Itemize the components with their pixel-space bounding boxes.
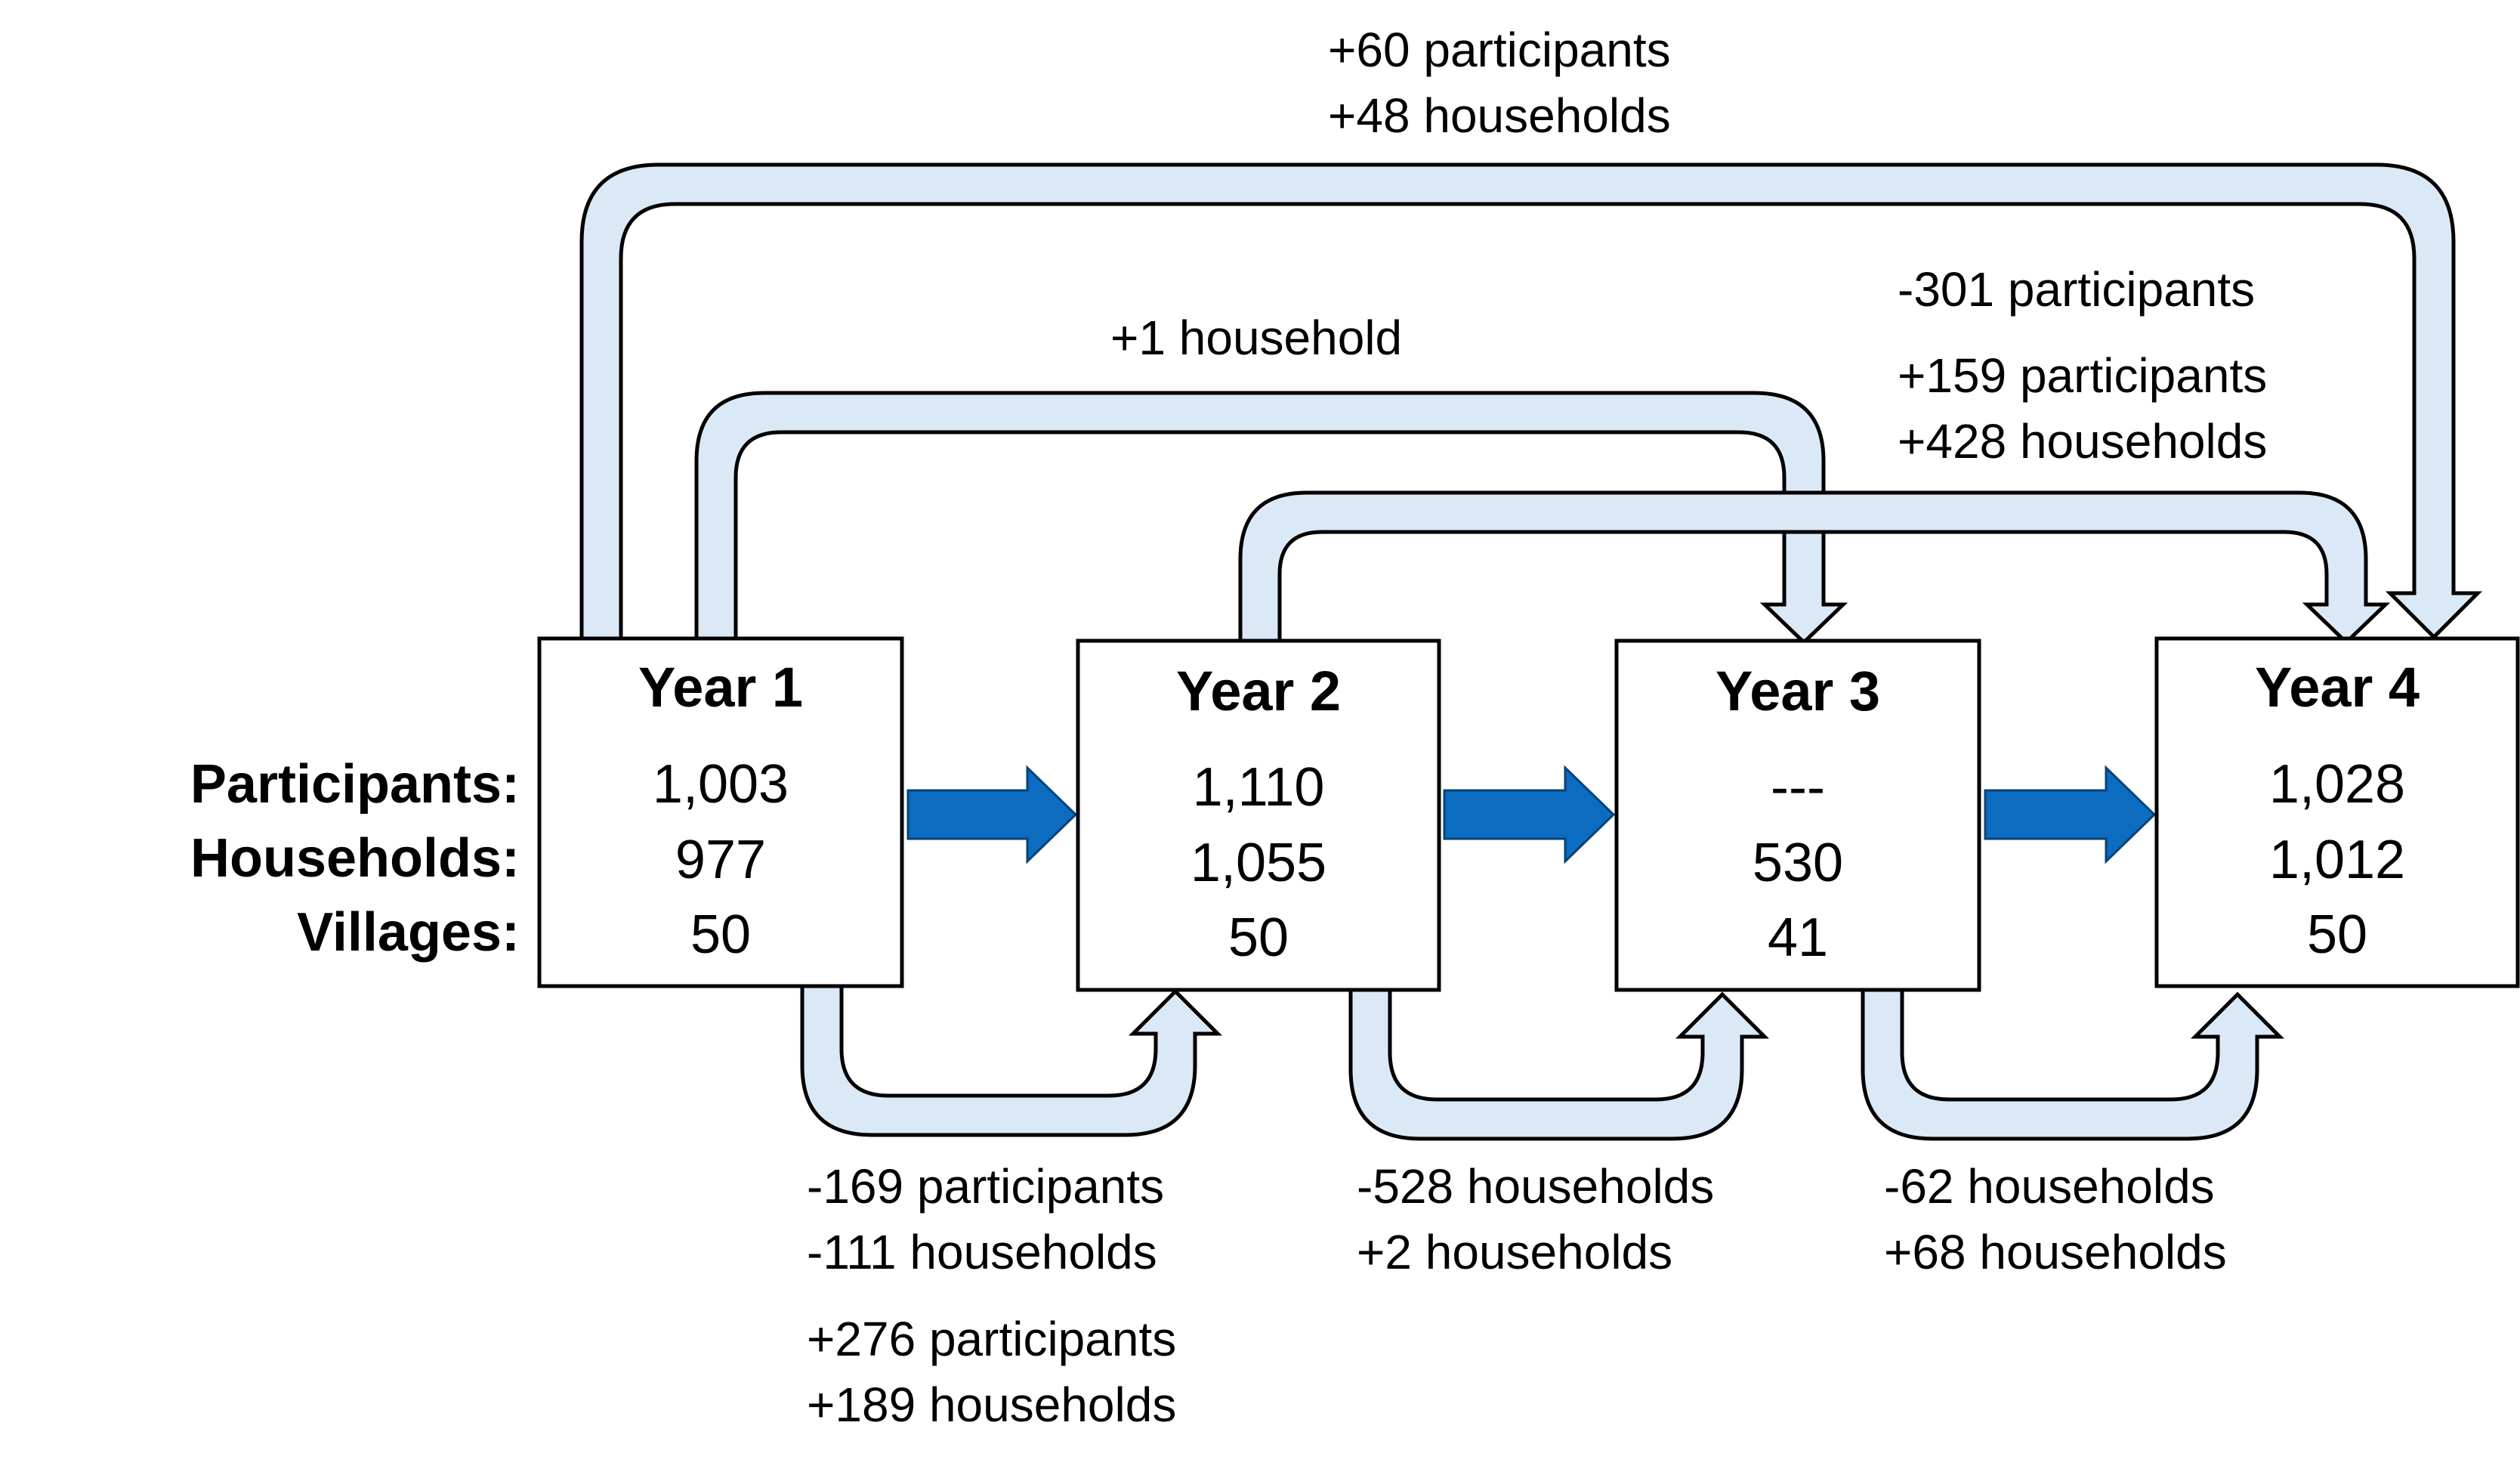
year-box-2-frame bbox=[1076, 639, 1441, 992]
villages-value: 41 bbox=[1768, 908, 1828, 968]
row-label-villages: Villages: bbox=[297, 902, 520, 963]
flow-label-year3-to-year4: -62 households +68 households bbox=[1884, 1159, 2227, 1279]
participants-value: 1,028 bbox=[2269, 754, 2405, 815]
year-box-4-frame bbox=[2154, 636, 2520, 988]
year-box-3: Year 3 --- 530 41 bbox=[1614, 639, 1981, 992]
year-box-2: Year 2 1,110 1,055 50 bbox=[1076, 639, 1441, 992]
row-label-participants: Participants: bbox=[190, 754, 520, 815]
year-box-1-frame bbox=[537, 636, 904, 988]
households-value: 530 bbox=[1753, 833, 1843, 893]
flow-label-line: +1 household bbox=[1110, 311, 1402, 365]
flow-label-year1-to-year4: +60 participants +48 households bbox=[1328, 23, 1671, 143]
flow-label-line: +2 households bbox=[1357, 1225, 1672, 1279]
year-title: Year 1 bbox=[638, 656, 803, 719]
flow-arrow-year2-to-year3 bbox=[1348, 988, 1770, 1141]
year-box-3-frame bbox=[1614, 639, 1981, 992]
year-title: Year 3 bbox=[1716, 660, 1880, 722]
villages-value: 50 bbox=[690, 904, 751, 965]
flow-label-line: +189 households bbox=[807, 1378, 1176, 1432]
flow-label-line: -301 participants bbox=[1898, 262, 2255, 317]
households-value: 977 bbox=[675, 830, 766, 890]
year-title: Year 2 bbox=[1176, 660, 1341, 722]
villages-value: 50 bbox=[1228, 908, 1289, 968]
households-value: 1,055 bbox=[1191, 833, 1326, 893]
flow-label-year2-to-year4: -301 participants +159 participants +428… bbox=[1898, 262, 2267, 468]
flow-label-line: -528 households bbox=[1357, 1159, 1714, 1214]
flow-label-year2-to-year3: -528 households +2 households bbox=[1357, 1159, 1714, 1279]
forward-arrow-year1-to-year2 bbox=[906, 765, 1078, 864]
year-box-4: Year 4 1,028 1,012 50 bbox=[2154, 636, 2520, 988]
flow-label-line: -62 households bbox=[1884, 1159, 2215, 1214]
flow-label-line: +159 participants bbox=[1898, 348, 2267, 403]
flow-arrow-year3-to-year4 bbox=[1861, 988, 2285, 1141]
flow-label-line: +48 households bbox=[1328, 88, 1671, 143]
flow-arrow-year1-to-year2 bbox=[800, 984, 1223, 1137]
flow-arrow-year1-to-year3 bbox=[694, 391, 1848, 645]
flow-arrow-year2-to-year4 bbox=[1238, 490, 2391, 645]
flow-label-line: +428 households bbox=[1898, 414, 2267, 468]
flow-label-line: -169 participants bbox=[807, 1159, 1164, 1214]
flow-label-year1-to-year3: +1 household bbox=[1110, 311, 1402, 365]
flow-label-line: -111 households bbox=[807, 1225, 1157, 1279]
flow-label-line: +276 participants bbox=[807, 1312, 1176, 1366]
participants-value: 1,110 bbox=[1193, 757, 1325, 818]
year-box-1: Year 1 1,003 977 50 bbox=[537, 636, 904, 988]
flow-label-line: +68 households bbox=[1884, 1225, 2227, 1279]
forward-arrow-year2-to-year3 bbox=[1443, 765, 1616, 864]
flow-arrow-year1-to-year4 bbox=[579, 162, 2483, 641]
year-title: Year 4 bbox=[2255, 656, 2420, 719]
households-value: 1,012 bbox=[2269, 830, 2405, 890]
participants-value: --- bbox=[1771, 757, 1825, 818]
row-label-households: Households: bbox=[190, 828, 520, 889]
flow-label-year1-to-year2: -169 participants -111 households +276 p… bbox=[807, 1159, 1176, 1432]
flow-label-line: +60 participants bbox=[1328, 23, 1671, 77]
villages-value: 50 bbox=[2307, 904, 2367, 965]
participants-value: 1,003 bbox=[653, 754, 789, 815]
forward-arrow-year3-to-year4 bbox=[1984, 765, 2157, 864]
